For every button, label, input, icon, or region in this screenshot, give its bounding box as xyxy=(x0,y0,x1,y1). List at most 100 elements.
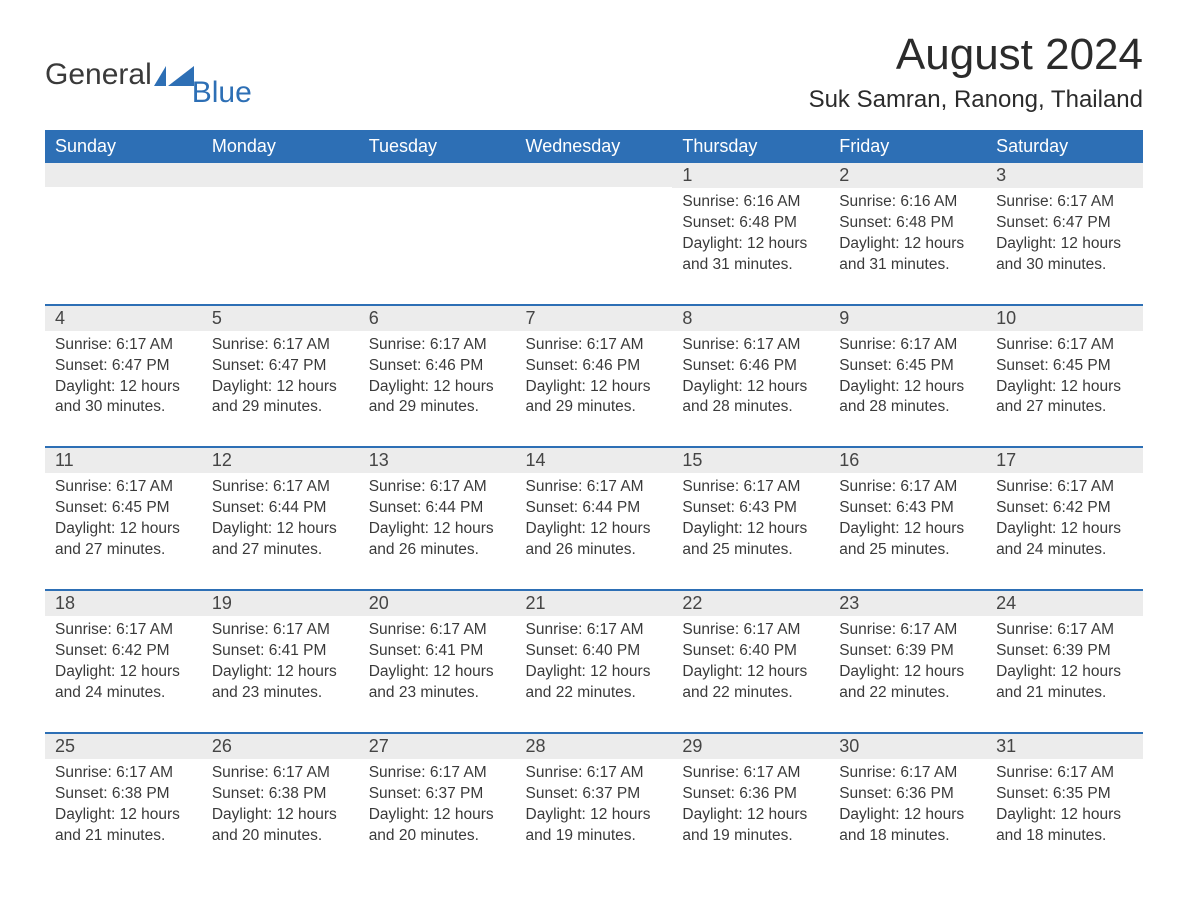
day-number: 28 xyxy=(516,734,673,759)
daylight-text: Daylight: 12 hours and 31 minutes. xyxy=(682,234,819,276)
day-details: Sunrise: 6:16 AMSunset: 6:48 PMDaylight:… xyxy=(829,188,986,304)
day-number: 11 xyxy=(45,448,202,473)
calendar-cell: 31Sunrise: 6:17 AMSunset: 6:35 PMDayligh… xyxy=(986,733,1143,875)
calendar-cell xyxy=(516,163,673,305)
day-number: 9 xyxy=(829,306,986,331)
sunset-text: Sunset: 6:45 PM xyxy=(55,498,192,519)
calendar-cell: 17Sunrise: 6:17 AMSunset: 6:42 PMDayligh… xyxy=(986,447,1143,590)
daylight-text: Daylight: 12 hours and 22 minutes. xyxy=(682,662,819,704)
sunset-text: Sunset: 6:45 PM xyxy=(839,356,976,377)
calendar-cell: 3Sunrise: 6:17 AMSunset: 6:47 PMDaylight… xyxy=(986,163,1143,305)
day-number: 17 xyxy=(986,448,1143,473)
day-details xyxy=(202,187,359,267)
day-number: 14 xyxy=(516,448,673,473)
day-details: Sunrise: 6:17 AMSunset: 6:43 PMDaylight:… xyxy=(829,473,986,589)
day-number: 8 xyxy=(672,306,829,331)
sunset-text: Sunset: 6:48 PM xyxy=(839,213,976,234)
daylight-text: Daylight: 12 hours and 22 minutes. xyxy=(526,662,663,704)
day-number: 19 xyxy=(202,591,359,616)
calendar-cell: 5Sunrise: 6:17 AMSunset: 6:47 PMDaylight… xyxy=(202,305,359,448)
day-details: Sunrise: 6:17 AMSunset: 6:42 PMDaylight:… xyxy=(45,616,202,732)
title-block: August 2024 Suk Samran, Ranong, Thailand xyxy=(809,30,1143,124)
daylight-text: Daylight: 12 hours and 23 minutes. xyxy=(212,662,349,704)
sunrise-text: Sunrise: 6:17 AM xyxy=(682,620,819,641)
sunset-text: Sunset: 6:47 PM xyxy=(212,356,349,377)
day-details: Sunrise: 6:17 AMSunset: 6:43 PMDaylight:… xyxy=(672,473,829,589)
calendar-cell: 15Sunrise: 6:17 AMSunset: 6:43 PMDayligh… xyxy=(672,447,829,590)
daylight-text: Daylight: 12 hours and 28 minutes. xyxy=(682,377,819,419)
sunset-text: Sunset: 6:46 PM xyxy=(682,356,819,377)
day-details: Sunrise: 6:17 AMSunset: 6:38 PMDaylight:… xyxy=(202,759,359,875)
day-header: Wednesday xyxy=(516,130,673,163)
day-details: Sunrise: 6:17 AMSunset: 6:45 PMDaylight:… xyxy=(45,473,202,589)
calendar-cell: 27Sunrise: 6:17 AMSunset: 6:37 PMDayligh… xyxy=(359,733,516,875)
calendar-cell: 12Sunrise: 6:17 AMSunset: 6:44 PMDayligh… xyxy=(202,447,359,590)
day-details: Sunrise: 6:17 AMSunset: 6:47 PMDaylight:… xyxy=(45,331,202,447)
sunset-text: Sunset: 6:44 PM xyxy=(369,498,506,519)
sunrise-text: Sunrise: 6:17 AM xyxy=(369,620,506,641)
calendar-week: 25Sunrise: 6:17 AMSunset: 6:38 PMDayligh… xyxy=(45,733,1143,875)
day-header: Tuesday xyxy=(359,130,516,163)
sunset-text: Sunset: 6:38 PM xyxy=(212,784,349,805)
daylight-text: Daylight: 12 hours and 29 minutes. xyxy=(212,377,349,419)
day-number xyxy=(202,163,359,187)
calendar-cell: 21Sunrise: 6:17 AMSunset: 6:40 PMDayligh… xyxy=(516,590,673,733)
sunset-text: Sunset: 6:40 PM xyxy=(682,641,819,662)
sunrise-text: Sunrise: 6:17 AM xyxy=(369,477,506,498)
day-details: Sunrise: 6:17 AMSunset: 6:42 PMDaylight:… xyxy=(986,473,1143,589)
day-header: Friday xyxy=(829,130,986,163)
day-header: Saturday xyxy=(986,130,1143,163)
day-number: 20 xyxy=(359,591,516,616)
daylight-text: Daylight: 12 hours and 27 minutes. xyxy=(55,519,192,561)
page-header: General Blue August 2024 Suk Samran, Ran… xyxy=(45,30,1143,124)
calendar-week: 18Sunrise: 6:17 AMSunset: 6:42 PMDayligh… xyxy=(45,590,1143,733)
logo-text-general: General xyxy=(45,58,152,92)
daylight-text: Daylight: 12 hours and 20 minutes. xyxy=(212,805,349,847)
calendar-cell: 26Sunrise: 6:17 AMSunset: 6:38 PMDayligh… xyxy=(202,733,359,875)
sunset-text: Sunset: 6:46 PM xyxy=(526,356,663,377)
sunrise-text: Sunrise: 6:17 AM xyxy=(55,620,192,641)
calendar-cell: 14Sunrise: 6:17 AMSunset: 6:44 PMDayligh… xyxy=(516,447,673,590)
calendar-cell: 13Sunrise: 6:17 AMSunset: 6:44 PMDayligh… xyxy=(359,447,516,590)
sunrise-text: Sunrise: 6:17 AM xyxy=(212,335,349,356)
calendar-cell: 22Sunrise: 6:17 AMSunset: 6:40 PMDayligh… xyxy=(672,590,829,733)
calendar-cell: 29Sunrise: 6:17 AMSunset: 6:36 PMDayligh… xyxy=(672,733,829,875)
day-details xyxy=(45,187,202,267)
day-details: Sunrise: 6:17 AMSunset: 6:40 PMDaylight:… xyxy=(672,616,829,732)
day-number: 16 xyxy=(829,448,986,473)
sunset-text: Sunset: 6:46 PM xyxy=(369,356,506,377)
daylight-text: Daylight: 12 hours and 31 minutes. xyxy=(839,234,976,276)
calendar-cell: 23Sunrise: 6:17 AMSunset: 6:39 PMDayligh… xyxy=(829,590,986,733)
sunrise-text: Sunrise: 6:17 AM xyxy=(682,477,819,498)
day-details: Sunrise: 6:17 AMSunset: 6:38 PMDaylight:… xyxy=(45,759,202,875)
sunset-text: Sunset: 6:38 PM xyxy=(55,784,192,805)
day-number: 30 xyxy=(829,734,986,759)
calendar-cell xyxy=(202,163,359,305)
calendar-cell: 28Sunrise: 6:17 AMSunset: 6:37 PMDayligh… xyxy=(516,733,673,875)
calendar-cell: 9Sunrise: 6:17 AMSunset: 6:45 PMDaylight… xyxy=(829,305,986,448)
day-details: Sunrise: 6:17 AMSunset: 6:37 PMDaylight:… xyxy=(359,759,516,875)
day-number: 15 xyxy=(672,448,829,473)
daylight-text: Daylight: 12 hours and 19 minutes. xyxy=(526,805,663,847)
daylight-text: Daylight: 12 hours and 21 minutes. xyxy=(55,805,192,847)
sunrise-text: Sunrise: 6:17 AM xyxy=(526,477,663,498)
calendar-cell: 6Sunrise: 6:17 AMSunset: 6:46 PMDaylight… xyxy=(359,305,516,448)
day-number: 25 xyxy=(45,734,202,759)
sunset-text: Sunset: 6:47 PM xyxy=(55,356,192,377)
day-number: 3 xyxy=(986,163,1143,188)
day-number: 24 xyxy=(986,591,1143,616)
calendar-week: 1Sunrise: 6:16 AMSunset: 6:48 PMDaylight… xyxy=(45,163,1143,305)
day-details: Sunrise: 6:17 AMSunset: 6:39 PMDaylight:… xyxy=(986,616,1143,732)
daylight-text: Daylight: 12 hours and 23 minutes. xyxy=(369,662,506,704)
day-details xyxy=(359,187,516,267)
day-number: 22 xyxy=(672,591,829,616)
sunset-text: Sunset: 6:43 PM xyxy=(839,498,976,519)
day-number: 2 xyxy=(829,163,986,188)
day-details: Sunrise: 6:17 AMSunset: 6:47 PMDaylight:… xyxy=(202,331,359,447)
sunset-text: Sunset: 6:47 PM xyxy=(996,213,1133,234)
sunset-text: Sunset: 6:41 PM xyxy=(369,641,506,662)
sunset-text: Sunset: 6:36 PM xyxy=(682,784,819,805)
day-details: Sunrise: 6:17 AMSunset: 6:46 PMDaylight:… xyxy=(516,331,673,447)
sunrise-text: Sunrise: 6:17 AM xyxy=(526,620,663,641)
sunset-text: Sunset: 6:45 PM xyxy=(996,356,1133,377)
